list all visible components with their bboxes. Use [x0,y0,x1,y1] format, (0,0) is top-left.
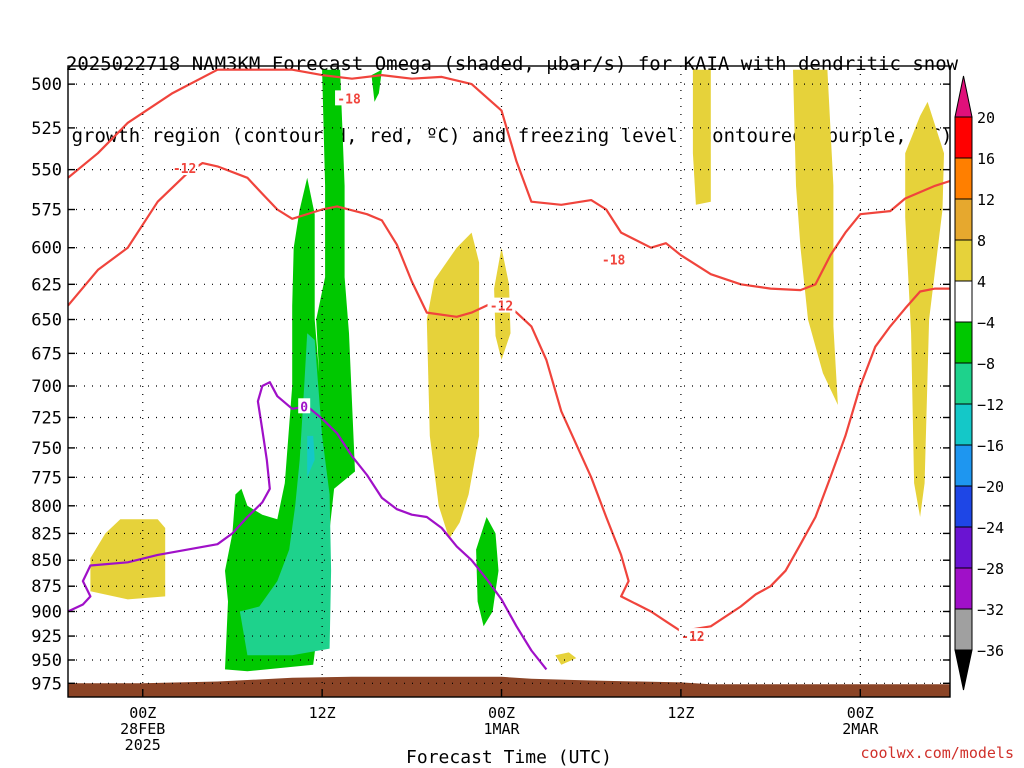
colorbar-swatch-7 [954,362,973,405]
y-tick-label-925: 925 [31,627,62,647]
x-tick-label-48-1: 00Z [847,704,874,722]
y-tick-label-850: 850 [31,551,62,571]
y-tick-label-775: 775 [31,468,62,488]
contour-label-1: -18 [337,92,361,107]
omega-region-1 [90,519,166,600]
contour-line-1 [68,68,950,292]
contour-label-bg-1 [335,90,364,106]
colorbar-swatch-6 [954,321,973,364]
contour-line-2 [68,162,950,633]
y-tick-label-725: 725 [31,408,62,428]
colorbar-label-8: −12 [977,396,1004,414]
omega-region-5 [793,69,838,405]
colorbar-swatch-13 [954,608,973,651]
colorbar-label-14: −36 [977,642,1004,660]
colorbar-swatch-9 [954,444,973,487]
colorbar-top-triangle [954,75,973,118]
y-tick-label-800: 800 [31,497,62,517]
colorbar-label-9: −16 [977,437,1004,455]
colorbar-swatch-3 [954,198,973,241]
colorbar-swatch-2 [954,157,973,200]
contour-line-3 [68,381,548,671]
y-tick-label-700: 700 [31,377,62,397]
y-tick-label-600: 600 [31,239,62,259]
colorbar-swatch-10 [954,485,973,528]
credit-link[interactable]: coolwx.com/models [860,744,1014,762]
contour-label-bg-4 [487,297,516,313]
colorbar-swatch-11 [954,526,973,569]
colorbar-label-5: 4 [977,273,986,291]
contour-label-3: -12 [173,162,196,177]
colorbar-label-2: 16 [977,150,995,168]
y-tick-label-625: 625 [31,275,62,295]
contour-label-5: -12 [681,630,704,645]
colorbar-label-13: −32 [977,601,1004,619]
omega-region-4 [692,69,711,205]
colorbar-label-4: 8 [977,232,986,250]
axes: 500 525 550 575 600 625 650 675 700 725 750 775 800 8… [31,65,951,754]
colorbar-label-10: −20 [977,478,1004,496]
y-tick-label-550: 550 [31,161,62,181]
contour-label-6: 0 [300,400,308,415]
terrain [68,676,950,697]
contour-label-bg-6 [298,398,311,414]
y-tick-label-500: 500 [31,75,62,95]
chart-title: 2025022718 NAM3KM Forecast Omega (shaded… [0,4,1024,172]
omega-region-6 [905,101,944,518]
colorbar-swatch-1 [954,116,973,159]
contour-label-2: -18 [602,254,626,269]
y-tick-label-875: 875 [31,577,62,597]
omega-region-10 [476,517,499,627]
y-tick-label-525: 525 [31,119,62,139]
y-tick-label-750: 750 [31,439,62,459]
omega-region-7 [555,652,577,665]
colorbar-swatch-12 [954,567,973,610]
colorbar-label-1: 20 [977,109,995,127]
y-tick-label-900: 900 [31,602,62,622]
y-tick-label-950: 950 [31,651,62,671]
y-tick-label-975: 975 [31,674,62,694]
contour-label-bg-3 [170,160,199,176]
plot-area: -18 -18 -12 -12 -12 0 [68,68,950,697]
omega-region-9 [371,69,382,102]
plot-frame [67,65,951,698]
y-tick-label-675: 675 [31,344,62,364]
y-tick-label-650: 650 [31,311,62,331]
colorbar-bottom-triangle [954,649,973,691]
colorbar-label-6: −4 [977,314,995,332]
x-tick-label-24-2: 1MAR [483,720,520,738]
colorbar-label-3: 12 [977,191,995,209]
colorbar-label-11: −24 [977,519,1004,537]
colorbar-swatch-5 [954,280,973,323]
x-axis-label: Forecast Time (UTC) [406,747,612,768]
y-tick-label-825: 825 [31,524,62,544]
contour-label-bg-2 [599,251,628,267]
contour-label-4: -12 [490,300,513,315]
colorbar-label-12: −28 [977,560,1004,578]
colorbar-label-7: −8 [977,355,995,373]
grid [68,66,950,697]
omega-region-11 [239,333,332,656]
colorbar-swatch-4 [954,239,973,282]
x-tick-label-0-1: 00Z [129,704,156,722]
omega-region-12 [307,435,315,478]
x-tick-label-0-3: 2025 [125,736,161,754]
colorbar: 20 16 12 8 4 −4 −8 −12 −16 −20 −24 −28 −32 −36 [954,75,1004,691]
x-tick-label-12-1: 12Z [309,704,336,722]
colorbar-swatch-8 [954,403,973,446]
x-tick-label-0-2: 28FEB [120,720,165,738]
x-tick-label-48-2: 2MAR [842,720,879,738]
x-tick-label-24-1: 00Z [488,704,515,722]
x-tick-label-36-1: 12Z [667,704,694,722]
y-tick-label-575: 575 [31,201,62,221]
